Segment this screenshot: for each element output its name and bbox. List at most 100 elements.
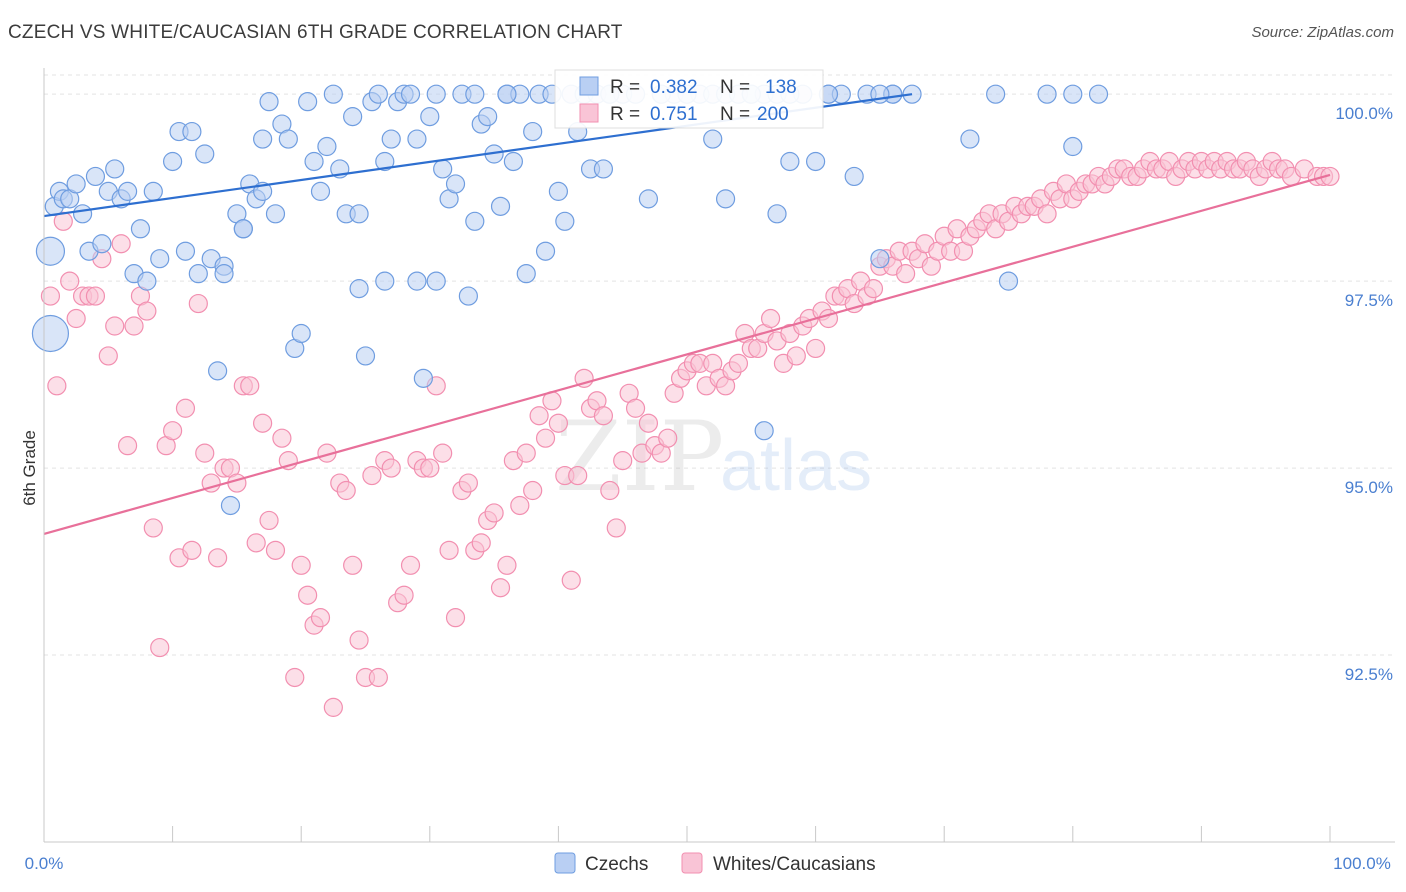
white-point-17 (150, 637, 170, 658)
czech-point-66 (458, 286, 478, 306)
czech-point-69 (478, 107, 498, 127)
white-r-label: R = (610, 104, 640, 125)
white-point-19 (163, 421, 183, 441)
czech-point-59 (413, 368, 433, 388)
x-axis-ticks (43, 826, 1331, 842)
czech-point-20 (163, 151, 183, 172)
czech-point-124 (1063, 136, 1083, 157)
white-point-44 (323, 697, 343, 717)
white-point-1 (47, 376, 67, 396)
czech-point-38 (278, 129, 298, 149)
white-point-46 (336, 480, 356, 501)
legend-swatch-czechs (554, 852, 576, 874)
legend-label-czechs: Czechs (585, 854, 648, 875)
white-point-29 (227, 473, 247, 493)
czech-point-35 (259, 92, 279, 112)
czech-point-53 (375, 271, 395, 291)
white-point-79 (548, 413, 569, 433)
czech-point-121 (986, 84, 1006, 104)
chart-source: Source: ZipAtlas.com (1251, 24, 1394, 41)
czech-point-122 (998, 271, 1019, 291)
white-n-label: N = (720, 104, 750, 125)
czech-point-81 (555, 211, 575, 231)
czech-point-44 (317, 136, 337, 157)
czech-point-24 (188, 264, 208, 284)
czech-point-12 (105, 159, 125, 179)
white-point-65 (458, 473, 478, 493)
white-point-96 (658, 428, 678, 448)
czech-point-1 (31, 314, 70, 353)
white-point-74 (516, 443, 536, 463)
white-point-155 (1037, 204, 1057, 224)
czech-point-67 (465, 84, 485, 104)
white-point-91 (625, 398, 646, 418)
legend-label-whites: Whites/Caucasians (713, 854, 876, 875)
white-point-42 (310, 608, 331, 628)
chart-title: CZECH VS WHITE/CAUCASIAN 6TH GRADE CORRE… (8, 22, 623, 43)
y-tick-label-1: 97.5% (1345, 291, 1393, 310)
czech-n-value: 138 (765, 77, 797, 98)
white-point-31 (240, 376, 260, 396)
white-point-119 (805, 338, 826, 359)
czech-point-114 (703, 129, 723, 149)
czech-r-label: R = (610, 77, 640, 98)
czech-point-42 (304, 151, 324, 172)
czech-point-80 (548, 181, 569, 201)
czech-point-49 (349, 279, 369, 299)
czech-point-50 (355, 346, 376, 366)
white-point-4 (66, 308, 86, 329)
white-point-50 (362, 465, 382, 486)
white-point-0 (40, 286, 61, 306)
czech-point-130 (465, 211, 485, 231)
czech-point-87 (593, 159, 614, 179)
white-point-24 (195, 443, 215, 463)
czech-point-73 (503, 151, 523, 172)
czech-point-60 (420, 107, 440, 127)
czech-point-27 (208, 361, 228, 381)
czech-point-125 (1088, 84, 1109, 104)
czech-point-25 (195, 144, 215, 164)
czech-point-76 (523, 121, 543, 142)
white-point-12 (117, 436, 138, 456)
white-r-value: 0.751 (650, 104, 698, 125)
y-tick-label-3: 92.5% (1345, 665, 1393, 684)
x-tick-label-max: 100.0% (1333, 854, 1391, 873)
white-point-133 (896, 264, 916, 284)
czech-point-41 (298, 92, 318, 112)
white-point-15 (137, 301, 157, 321)
czech-point-45 (323, 84, 343, 104)
czech-point-61 (426, 84, 446, 104)
white-point-77 (535, 428, 556, 448)
x-tick-label-min: 0.0% (25, 854, 64, 873)
czech-point-126 (349, 204, 369, 224)
czech-point-115 (715, 189, 736, 209)
white-trend-line (43, 173, 1331, 535)
czech-point-102 (780, 151, 800, 172)
czech-point-64 (445, 174, 466, 194)
white-point-81 (561, 570, 581, 590)
czech-point-71 (490, 196, 511, 216)
czech-point-120 (960, 129, 980, 149)
czech-point-22 (175, 241, 196, 261)
white-caucasian-points (40, 151, 1340, 717)
white-point-3 (60, 271, 80, 291)
white-point-86 (593, 406, 614, 426)
czech-point-48 (343, 107, 363, 127)
czech-point-36 (265, 204, 286, 224)
czech-point-10 (92, 234, 112, 254)
czech-point-129 (426, 271, 446, 291)
czech-point-7 (72, 204, 93, 224)
white-point-7 (85, 286, 106, 306)
stats-legend-box (554, 69, 824, 129)
white-point-13 (124, 316, 144, 336)
white-point-34 (259, 510, 279, 531)
czech-point-16 (130, 219, 151, 239)
czech-point-104 (805, 151, 826, 172)
white-point-38 (285, 667, 305, 688)
white-point-56 (400, 555, 421, 575)
white-point-71 (497, 555, 517, 575)
white-point-55 (394, 585, 414, 605)
white-point-116 (786, 346, 806, 366)
czech-point-128 (407, 271, 427, 291)
